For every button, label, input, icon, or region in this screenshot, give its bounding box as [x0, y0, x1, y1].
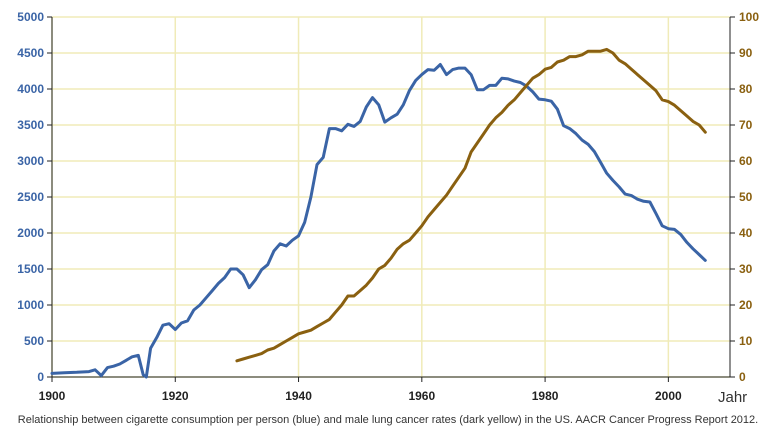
y-left-tick-label: 2000: [17, 226, 44, 240]
series-line-lung-cancer-rate: [235, 47, 707, 363]
y-right-tick-label: 90: [739, 46, 753, 60]
x-tick-label: 1920: [162, 389, 189, 403]
x-tick-label: 1960: [408, 389, 435, 403]
y-right-tick-label: 40: [739, 226, 753, 240]
y-right-tick-label: 10: [739, 334, 753, 348]
chart-caption: Relationship between cigarette consumpti…: [17, 414, 759, 426]
y-left-tick-label: 5000: [17, 10, 44, 24]
y-left-tick-label: 3000: [17, 154, 44, 168]
x-tick-label: 1900: [39, 389, 66, 403]
y-right-tick-label: 70: [739, 118, 753, 132]
x-tick-label: 1940: [285, 389, 312, 403]
y-left-tick-label: 1500: [17, 262, 44, 276]
y-right-tick-label: 50: [739, 190, 753, 204]
y-left-tick-label: 3500: [17, 118, 44, 132]
x-axis-unit-label: Jahr: [718, 389, 747, 406]
x-tick-label: 1980: [532, 389, 559, 403]
series-line-cigarette-consumption: [50, 63, 707, 379]
y-right-tick-label: 0: [739, 370, 746, 384]
y-right-tick-label: 100: [739, 10, 759, 24]
y-right-tick-label: 20: [739, 298, 753, 312]
y-left-tick-label: 4500: [17, 46, 44, 60]
y-left-tick-label: 0: [37, 370, 44, 384]
y-right-tick-label: 30: [739, 262, 753, 276]
y-left-tick-label: 4000: [17, 82, 44, 96]
y-right-tick-label: 60: [739, 154, 753, 168]
y-left-tick-label: 2500: [17, 190, 44, 204]
y-left-tick-label: 500: [24, 334, 44, 348]
y-right-tick-label: 80: [739, 82, 753, 96]
x-tick-label: 2000: [655, 389, 682, 403]
y-left-tick-label: 1000: [17, 298, 44, 312]
